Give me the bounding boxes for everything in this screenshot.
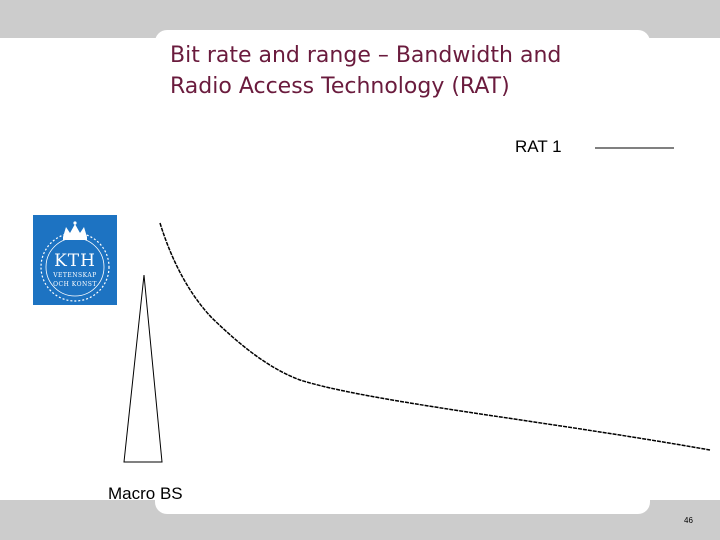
logo-subtitle-1: VETENSKAP: [53, 272, 97, 279]
slide-title-line-2: Radio Access Technology (RAT): [170, 74, 510, 99]
page-number: 46: [684, 516, 693, 525]
slide-title: Bit rate and range – Bandwidth and Radio…: [170, 40, 640, 102]
logo-subtitle-2: OCH KONST: [53, 281, 97, 288]
logo-kth-text: KTH: [54, 251, 96, 271]
legend-label-rat-1: RAT 1: [515, 137, 562, 156]
macro-bs-antenna-icon: [123, 274, 163, 463]
kth-logo: KTH VETENSKAP OCH KONST: [33, 215, 117, 305]
rat-1-range-curve: [159, 222, 711, 451]
kth-crest-graphic: [40, 221, 110, 302]
macro-bs-label: Macro BS: [108, 484, 183, 503]
crown-icon: [63, 221, 87, 240]
content-panel: [155, 30, 650, 514]
slide-title-line-1: Bit rate and range – Bandwidth and: [170, 43, 562, 68]
